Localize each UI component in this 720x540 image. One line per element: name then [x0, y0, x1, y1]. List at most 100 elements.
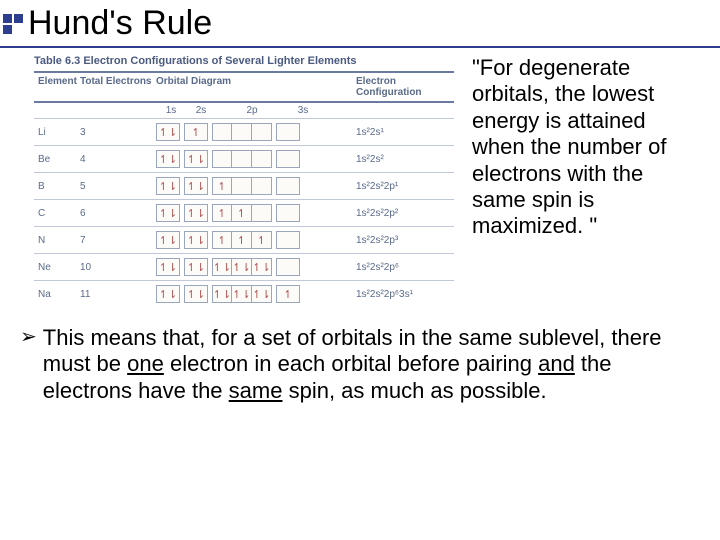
bullet-text: This means that, for a set of orbitals i… — [43, 325, 692, 404]
cell-config: 1s²2s²2p¹ — [356, 181, 452, 192]
orbital-1s: ↿⇂ — [156, 123, 180, 141]
subhead-1s: 1s — [156, 105, 186, 116]
orbital-2p: ↿ — [232, 231, 252, 249]
cell-total: 4 — [80, 154, 156, 165]
orbital-2p: ↿⇂ — [212, 258, 232, 276]
title-decor-icon — [2, 13, 24, 35]
orbital-3s — [276, 204, 300, 222]
table-row: Na11↿⇂↿⇂↿⇂↿⇂↿⇂↿1s²2s²2p⁶3s¹ — [34, 280, 454, 307]
table-header-row: Element Total Electrons Orbital Diagram … — [34, 71, 454, 103]
cell-orbital-diagram: ↿⇂↿⇂↿ — [156, 177, 356, 195]
orbital-2p: ↿⇂ — [252, 285, 272, 303]
cell-config: 1s²2s²2p² — [356, 208, 452, 219]
header-config: Electron Configuration — [356, 76, 452, 98]
table-row: Be4↿⇂↿⇂1s²2s² — [34, 145, 454, 172]
orbital-2s: ↿⇂ — [184, 177, 208, 195]
cell-total: 6 — [80, 208, 156, 219]
orbital-2p — [252, 204, 272, 222]
orbital-2p — [212, 150, 232, 168]
subhead-2s: 2s — [186, 105, 216, 116]
table-row: Li3↿⇂↿1s²2s¹ — [34, 118, 454, 145]
orbital-3s — [276, 231, 300, 249]
table-body: Li3↿⇂↿1s²2s¹Be4↿⇂↿⇂1s²2s²B5↿⇂↿⇂↿1s²2s²2p… — [34, 118, 454, 307]
orbital-3s — [276, 150, 300, 168]
table-row: N7↿⇂↿⇂↿↿↿1s²2s²2p³ — [34, 226, 454, 253]
cell-element: B — [34, 181, 80, 192]
cell-element: Be — [34, 154, 80, 165]
orbital-2p: ↿⇂ — [232, 258, 252, 276]
title-bar: Hund's Rule — [0, 0, 720, 43]
cell-total: 10 — [80, 262, 156, 273]
cell-element: C — [34, 208, 80, 219]
orbital-2s: ↿⇂ — [184, 258, 208, 276]
header-element: Element — [34, 76, 80, 98]
page-title: Hund's Rule — [28, 4, 212, 43]
cell-config: 1s²2s²2p⁶3s¹ — [356, 289, 452, 300]
table-caption: Table 6.3 Electron Configurations of Sev… — [34, 55, 454, 71]
cell-total: 11 — [80, 289, 156, 300]
table-row: C6↿⇂↿⇂↿↿1s²2s²2p² — [34, 199, 454, 226]
title-underline — [0, 46, 720, 48]
orbital-2p — [232, 150, 252, 168]
orbital-2s: ↿⇂ — [184, 150, 208, 168]
orbital-2s: ↿⇂ — [184, 231, 208, 249]
cell-config: 1s²2s² — [356, 154, 452, 165]
orbital-2p: ↿ — [212, 177, 232, 195]
bullet-u3: same — [229, 378, 283, 403]
orbital-2p — [232, 177, 252, 195]
electron-config-table: Table 6.3 Electron Configurations of Sev… — [34, 55, 454, 307]
orbital-3s — [276, 177, 300, 195]
orbital-2p — [212, 123, 232, 141]
orbital-2s: ↿⇂ — [184, 204, 208, 222]
orbital-3s — [276, 258, 300, 276]
cell-orbital-diagram: ↿⇂↿⇂↿⇂↿⇂↿⇂↿ — [156, 285, 356, 303]
cell-element: Ne — [34, 262, 80, 273]
header-diagram: Orbital Diagram — [156, 76, 356, 98]
orbital-2p — [252, 150, 272, 168]
cell-config: 1s²2s²2p⁶ — [356, 262, 452, 273]
cell-orbital-diagram: ↿⇂↿ — [156, 123, 356, 141]
orbital-2p — [252, 123, 272, 141]
explanation-bullet: ➢ This means that, for a set of orbitals… — [0, 325, 720, 404]
cell-orbital-diagram: ↿⇂↿⇂ — [156, 150, 356, 168]
orbital-3s — [276, 123, 300, 141]
header-total: Total Electrons — [80, 76, 156, 98]
subhead-3s: 3s — [288, 105, 318, 116]
orbital-2p: ↿ — [252, 231, 272, 249]
cell-element: Na — [34, 289, 80, 300]
cell-orbital-diagram: ↿⇂↿⇂↿⇂↿⇂↿⇂ — [156, 258, 356, 276]
orbital-2p: ↿⇂ — [252, 258, 272, 276]
orbital-3s: ↿ — [276, 285, 300, 303]
cell-total: 5 — [80, 181, 156, 192]
orbital-2p: ↿⇂ — [212, 285, 232, 303]
cell-element: N — [34, 235, 80, 246]
table-row: B5↿⇂↿⇂↿1s²2s²2p¹ — [34, 172, 454, 199]
orbital-2s: ↿⇂ — [184, 285, 208, 303]
orbital-2s: ↿ — [184, 123, 208, 141]
orbital-2p: ↿⇂ — [232, 285, 252, 303]
orbital-2p: ↿ — [212, 231, 232, 249]
orbital-1s: ↿⇂ — [156, 285, 180, 303]
table-row: Ne10↿⇂↿⇂↿⇂↿⇂↿⇂1s²2s²2p⁶ — [34, 253, 454, 280]
cell-config: 1s²2s²2p³ — [356, 235, 452, 246]
orbital-1s: ↿⇂ — [156, 231, 180, 249]
subhead-2p: 2p — [216, 105, 288, 116]
cell-element: Li — [34, 127, 80, 138]
cell-orbital-diagram: ↿⇂↿⇂↿↿ — [156, 204, 356, 222]
hunds-rule-quote: "For degenerate orbitals, the lowest ene… — [472, 55, 702, 307]
orbital-2p — [232, 123, 252, 141]
orbital-2p — [252, 177, 272, 195]
bullet-p2: electron in each orbital before pairing — [164, 351, 538, 376]
cell-total: 3 — [80, 127, 156, 138]
cell-config: 1s²2s¹ — [356, 127, 452, 138]
orbital-2p: ↿ — [212, 204, 232, 222]
orbital-1s: ↿⇂ — [156, 150, 180, 168]
orbital-1s: ↿⇂ — [156, 204, 180, 222]
orbital-2p: ↿ — [232, 204, 252, 222]
orbital-subheader: 1s 2s 2p 3s — [34, 103, 454, 118]
bullet-p4: spin, as much as possible. — [282, 378, 546, 403]
bullet-marker-icon: ➢ — [20, 325, 37, 404]
bullet-u1: one — [127, 351, 164, 376]
bullet-u2: and — [538, 351, 575, 376]
orbital-1s: ↿⇂ — [156, 258, 180, 276]
